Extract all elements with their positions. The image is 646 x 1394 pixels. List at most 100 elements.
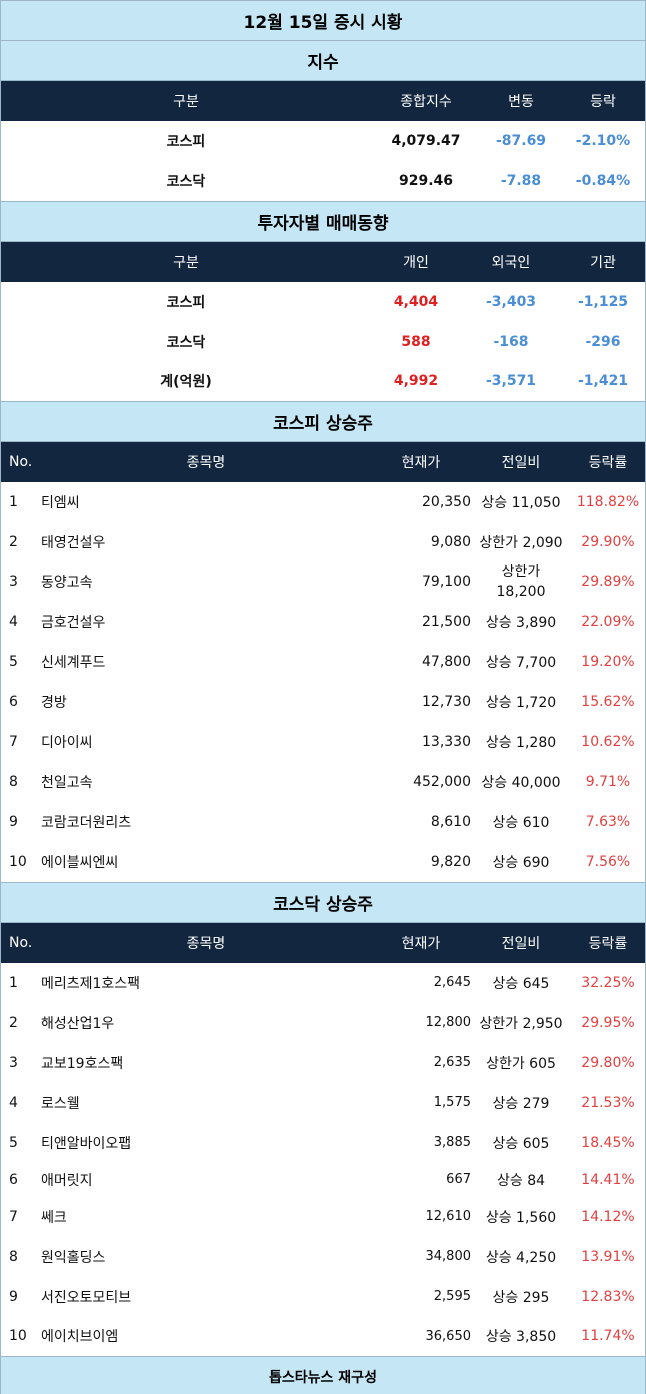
row-price: 79,100 (422, 574, 471, 590)
row-stock-name: 태영건설우 (41, 535, 106, 551)
row-name: 코스닥 (166, 334, 206, 351)
row-value: 4,079.47 (391, 133, 461, 149)
row-price: 20,350 (422, 494, 471, 510)
row-price: 2,645 (433, 975, 471, 990)
row-price: 3,885 (433, 1135, 471, 1150)
row-rate: -2.10% (575, 133, 631, 149)
row-stock-name: 로스웰 (41, 1095, 80, 1112)
row-rate: 32.25% (581, 974, 635, 991)
row-stock-name: 천일고속 (41, 775, 93, 791)
row-diff: 상승 3,850 (485, 1329, 557, 1346)
col-rate: 등락률 (571, 442, 645, 482)
kospi-gainers-heading: 코스피 상승주 (1, 402, 645, 442)
row-rate: 14.12% (581, 1208, 635, 1225)
row-no: 7 (9, 1208, 18, 1225)
col-price: 현재가 (371, 442, 471, 482)
col-no: No. (1, 442, 41, 482)
table-row: 1 티엠씨 20,350 상승 11,050 118.82% (1, 482, 645, 522)
row-diff: 상승 4,250 (485, 1249, 557, 1266)
table-row: 7 디아이씨 13,330 상승 1,280 10.62% (1, 722, 645, 762)
row-diff: 상승 84 (496, 1172, 546, 1189)
col-category: 구분 (1, 81, 371, 121)
row-no: 3 (9, 1054, 18, 1071)
row-institution: -1,421 (577, 373, 629, 390)
row-institution: -296 (585, 333, 621, 350)
table-row: 7 쎄크 12,610 상승 1,560 14.12% (1, 1197, 645, 1237)
row-no: 4 (9, 614, 18, 630)
row-stock-name: 에이블씨엔씨 (41, 854, 119, 871)
table-row: 5 신세계푸드 47,800 상승 7,700 19.20% (1, 642, 645, 682)
col-change: 변동 (481, 81, 561, 121)
kospi-gainers-table: No. 종목명 현재가 전일비 등락률 1 티엠씨 20,350 상승 11,0… (1, 442, 645, 883)
row-stock-name: 코람코더원리츠 (41, 815, 132, 831)
col-no: No. (1, 922, 41, 963)
row-diff: 상승 295 (492, 1289, 550, 1306)
table-row: 10 에이치브이엠 36,650 상승 3,850 11.74% (1, 1317, 645, 1357)
row-individual: 4,992 (393, 373, 439, 390)
row-no: 4 (9, 1094, 18, 1111)
row-change: -7.88 (500, 172, 542, 189)
row-price: 2,595 (433, 1289, 471, 1304)
table-row: 코스닥 929.46 -7.88 -0.84% (1, 161, 645, 201)
row-no: 10 (9, 853, 27, 870)
table-row: 3 교보19호스팩 2,635 상한가 605 29.80% (1, 1043, 645, 1083)
table-row: 코스닥 588 -168 -296 (1, 322, 645, 362)
row-name: 계(억원) (160, 374, 212, 391)
row-individual: 4,404 (393, 293, 439, 310)
row-stock-name: 경방 (41, 695, 67, 711)
row-stock-name: 디아이씨 (41, 735, 93, 751)
row-diff: 상한가 18,200 (496, 564, 546, 600)
row-diff: 상승 1,280 (485, 735, 557, 751)
row-no: 6 (9, 1171, 18, 1188)
row-rate: 19.20% (581, 654, 635, 670)
row-stock-name: 티앤알바이오팹 (41, 1135, 132, 1152)
row-diff: 상승 3,890 (485, 615, 557, 631)
table-row: 4 로스웰 1,575 상승 279 21.53% (1, 1083, 645, 1123)
row-no: 6 (9, 694, 18, 710)
table-row: 9 코람코더원리츠 8,610 상승 610 7.63% (1, 802, 645, 842)
row-price: 667 (446, 1172, 471, 1187)
row-no: 2 (9, 1014, 18, 1031)
row-no: 10 (9, 1328, 27, 1345)
row-rate: 11.74% (581, 1328, 635, 1345)
row-diff: 상한가 2,090 (479, 535, 563, 551)
row-no: 1 (9, 494, 18, 510)
row-price: 34,800 (425, 1249, 472, 1264)
table-row: 10 에이블씨엔씨 9,820 상승 690 7.56% (1, 842, 645, 882)
row-stock-name: 신세계푸드 (41, 655, 106, 671)
investor-heading: 투자자별 매매동향 (1, 201, 645, 242)
row-foreign: -3,403 (485, 293, 537, 310)
row-stock-name: 티엠씨 (41, 495, 80, 511)
row-name: 코스피 (166, 134, 206, 150)
row-diff: 상승 1,720 (485, 695, 557, 711)
col-stock-name: 종목명 (41, 442, 371, 482)
row-no: 5 (9, 1134, 18, 1151)
row-rate: 10.62% (581, 734, 635, 750)
col-diff: 전일비 (471, 922, 571, 963)
row-individual: 588 (401, 333, 431, 350)
table-row: 코스피 4,404 -3,403 -1,125 (1, 282, 645, 322)
row-rate: 29.89% (581, 574, 635, 590)
row-price: 36,650 (425, 1328, 472, 1344)
row-price: 12,610 (425, 1209, 472, 1224)
row-diff: 상승 279 (492, 1095, 550, 1112)
kospi-header-row: No. 종목명 현재가 전일비 등락률 (1, 442, 645, 482)
row-rate: 7.56% (585, 853, 631, 870)
table-row: 6 경방 12,730 상승 1,720 15.62% (1, 682, 645, 722)
row-price: 47,800 (422, 654, 471, 670)
row-price: 9,080 (430, 534, 471, 550)
index-table: 구분 종합지수 변동 등락 코스피 4,079.47 -87.69 -2.10%… (1, 81, 645, 202)
row-no: 9 (9, 814, 18, 830)
col-rate: 등락 (561, 81, 645, 121)
row-diff: 상한가 605 (486, 1055, 556, 1072)
row-diff: 상한가 2,950 (479, 1015, 563, 1032)
row-name: 코스닥 (166, 173, 206, 190)
table-row: 2 태영건설우 9,080 상한가 2,090 29.90% (1, 522, 645, 562)
row-stock-name: 해성산업1우 (41, 1015, 115, 1032)
row-stock-name: 금호건설우 (41, 615, 106, 631)
row-stock-name: 쎄크 (41, 1209, 67, 1226)
row-price: 9,820 (430, 853, 471, 870)
row-diff: 상승 40,000 (481, 775, 561, 791)
kosdaq-header-row: No. 종목명 현재가 전일비 등락률 (1, 922, 645, 963)
table-row: 9 서진오토모티브 2,595 상승 295 12.83% (1, 1277, 645, 1317)
